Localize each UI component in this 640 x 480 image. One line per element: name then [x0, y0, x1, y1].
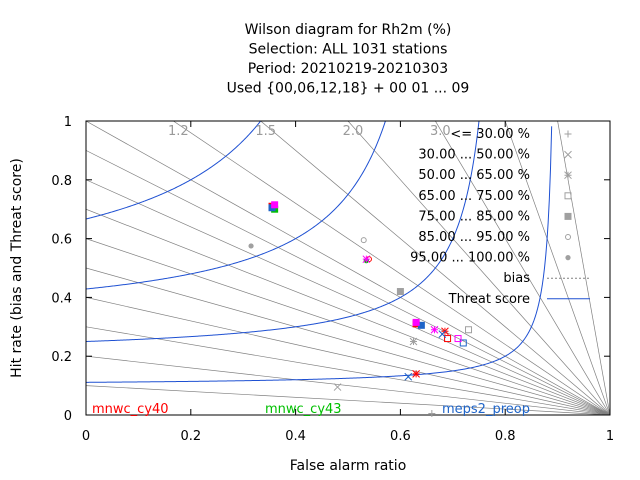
- legend-marker-6: [565, 255, 571, 261]
- data-point-4-0: [409, 337, 418, 346]
- bias-label-3: 3.0: [430, 124, 451, 139]
- series-label-1: mnwc_cy43: [265, 402, 342, 417]
- title-line-2: Selection: ALL 1031 stations: [249, 42, 448, 58]
- legend-label-0: <= 30.00 %: [450, 127, 530, 142]
- bias-label-1: 1.5: [255, 124, 276, 139]
- data-point-3-1: [362, 255, 371, 264]
- legend-marker-4: [564, 212, 572, 220]
- data-point-0-0: [412, 369, 420, 378]
- threat-score-curve-2: [86, 121, 386, 290]
- bias-label-2: 2.0: [343, 124, 364, 139]
- threat-score-curve-0: [86, 126, 553, 383]
- bias-labels: 1.2 1.5 2.0 3.0: [168, 124, 451, 139]
- y-tick-label-1: 0.2: [51, 350, 72, 365]
- bias-lines: [86, 121, 610, 415]
- legend-marker-5: [565, 234, 571, 240]
- data-point-2-3: [459, 339, 467, 347]
- y-tick-label-4: 0.8: [51, 174, 72, 189]
- data-point-3-2: [412, 318, 420, 326]
- x-tick-label-1: 0.2: [180, 429, 201, 444]
- bias-line-2: [86, 326, 610, 415]
- bias-line-7: [86, 179, 610, 415]
- data-point-4-6: [428, 410, 436, 418]
- legend-label-1: 30.00 ... 50.00 %: [418, 148, 530, 163]
- data-point-3-0: [271, 201, 279, 209]
- data-point-4-4: [465, 326, 473, 334]
- data-point-4-5: [333, 383, 342, 391]
- bias-line-8: [86, 150, 610, 415]
- bias-line-6: [86, 208, 610, 415]
- series-label-2: meps2_preop: [442, 402, 530, 417]
- y-tick-label-5: 1: [64, 115, 72, 130]
- legend-label-2: 50.00 ... 65.00 %: [418, 168, 530, 183]
- legend-label-7: bias: [503, 271, 530, 286]
- bias-line-1: [86, 355, 610, 415]
- data-point-4-2: [248, 243, 254, 249]
- data-point-2-1: [417, 321, 425, 329]
- legend-label-5: 85.00 ... 95.00 %: [418, 230, 530, 245]
- title-line-3: Period: 20210219-20210303: [248, 61, 448, 77]
- x-tick-label-0: 0: [82, 429, 90, 444]
- bias-line-15: [557, 121, 610, 415]
- data-point-4-1: [396, 288, 404, 296]
- data-point-4-3: [360, 237, 367, 244]
- y-tick-label-2: 0.4: [51, 291, 72, 306]
- x-tick-label-5: 1: [606, 429, 614, 444]
- x-axis-label: False alarm ratio: [290, 458, 407, 474]
- bias-line-10: [173, 121, 610, 415]
- bias-line-4: [86, 267, 610, 415]
- x-tick-label-2: 0.4: [285, 429, 306, 444]
- legend-marker-0: [564, 130, 572, 138]
- legend-label-3: 65.00 ... 75.00 %: [418, 189, 530, 204]
- plot-frame: [85, 120, 611, 416]
- bias-line-9: [86, 121, 610, 415]
- legend: <= 30.00 % 30.00 ... 50.00 % 50.00 ... 65.…: [410, 127, 590, 307]
- legend-marker-3: [564, 192, 572, 200]
- chart-title: Wilson diagram for Rh2m (%) Selection: AL…: [227, 22, 470, 97]
- legend-label-8: Threat score: [448, 292, 530, 307]
- y-tick-label-0: 0: [64, 409, 72, 424]
- bias-line-3: [86, 297, 610, 415]
- series-label-0: mnwc_cy40: [92, 402, 169, 417]
- bias-label-0: 1.2: [168, 124, 189, 139]
- x-tick-label-3: 0.6: [390, 429, 411, 444]
- axis-ticks: 0 0.2 0.4 0.6 0.8 1 0 0.2 0.4 0.6 0.8 1: [51, 115, 614, 444]
- data-point-3-3: [430, 325, 439, 334]
- bias-line-5: [86, 238, 610, 415]
- title-line-4: Used {00,06,12,18} + 00 01 ... 09: [227, 81, 470, 97]
- data-point-2-0: [404, 372, 413, 381]
- y-axis-label: Hit rate (bias and Threat score): [9, 158, 25, 378]
- threat-score-curve-4: [86, 121, 88, 122]
- threat-score-curve-1: [86, 121, 480, 342]
- bias-line-12: [347, 121, 610, 415]
- bias-line-14: [504, 121, 610, 415]
- data-point-3-4: [454, 335, 462, 343]
- bias-line-0: [86, 385, 610, 415]
- threat-score-curves: [86, 121, 553, 383]
- title-line-1: Wilson diagram for Rh2m (%): [245, 22, 452, 38]
- x-tick-label-4: 0.8: [495, 429, 516, 444]
- data-point-2-2: [438, 330, 447, 339]
- legend-label-4: 75.00 ... 85.00 %: [418, 209, 530, 224]
- legend-marker-1: [564, 150, 572, 159]
- data-points: [248, 201, 473, 418]
- bias-line-13: [435, 121, 610, 415]
- legend-marker-2: [564, 171, 572, 180]
- data-point-0-3: [444, 335, 452, 343]
- threat-score-curve-3: [86, 121, 262, 220]
- series-labels: mnwc_cy40 mnwc_cy43 meps2_preop: [92, 402, 530, 417]
- y-tick-label-3: 0.6: [51, 233, 72, 248]
- legend-label-6: 95.00 ... 100.00 %: [410, 251, 530, 266]
